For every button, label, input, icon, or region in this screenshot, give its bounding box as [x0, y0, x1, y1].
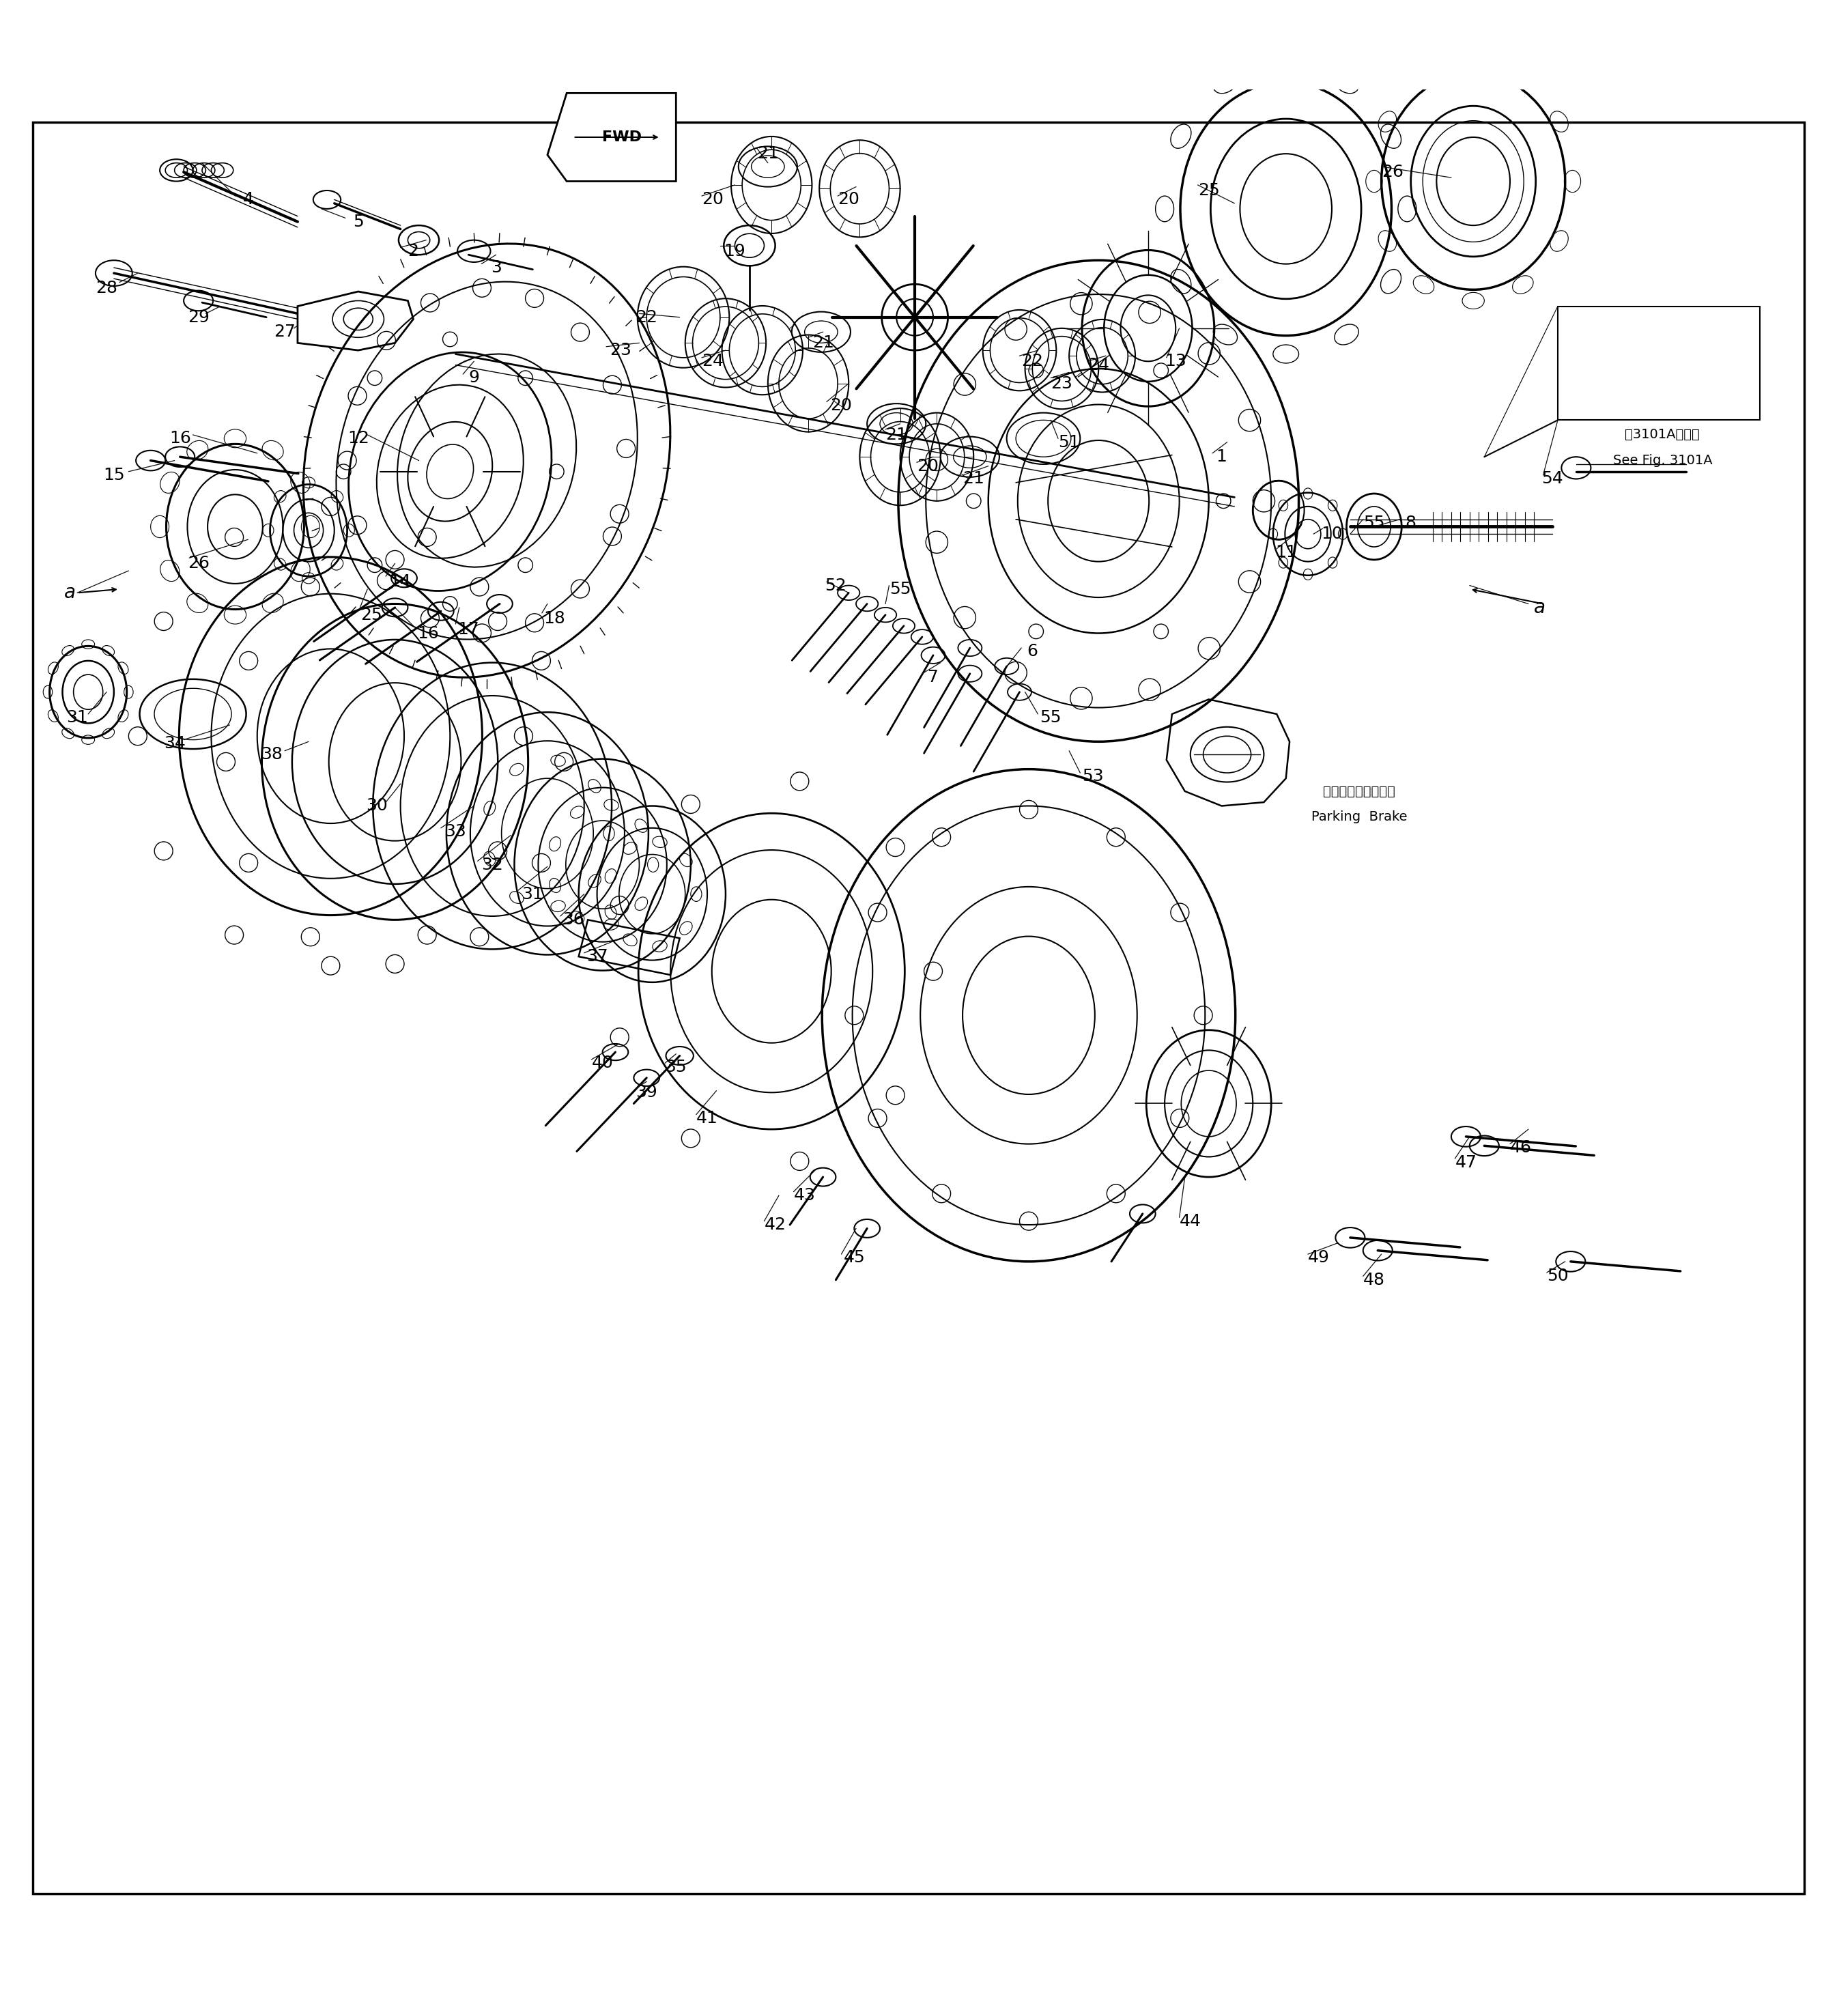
Text: 40: 40: [592, 1054, 614, 1070]
Text: 54: 54: [1541, 470, 1563, 488]
Text: 31: 31: [522, 885, 544, 903]
Text: 21: 21: [812, 335, 834, 351]
Text: 5: 5: [353, 214, 364, 230]
Text: 28: 28: [96, 280, 118, 296]
Text: 15: 15: [103, 468, 125, 484]
Text: 10: 10: [1321, 526, 1343, 542]
Text: 16: 16: [169, 429, 191, 448]
Text: Parking  Brake: Parking Brake: [1312, 810, 1407, 823]
Text: 32: 32: [481, 857, 503, 873]
Text: 35: 35: [665, 1058, 687, 1075]
Text: 38: 38: [261, 746, 283, 762]
Text: 11: 11: [1275, 544, 1297, 560]
Text: 36: 36: [562, 911, 584, 927]
Text: 9: 9: [468, 369, 479, 385]
Text: a: a: [1534, 599, 1545, 617]
Text: 20: 20: [702, 192, 724, 208]
Text: See Fig. 3101A: See Fig. 3101A: [1613, 454, 1712, 468]
Text: 29: 29: [187, 308, 209, 325]
Text: FWD: FWD: [603, 131, 641, 143]
Text: 22: 22: [636, 308, 658, 325]
Text: 25: 25: [360, 607, 382, 623]
Text: 48: 48: [1363, 1272, 1385, 1288]
Text: 20: 20: [838, 192, 860, 208]
Text: 19: 19: [724, 242, 746, 260]
Text: 37: 37: [586, 948, 608, 966]
Text: 42: 42: [764, 1216, 786, 1234]
Text: 53: 53: [1082, 768, 1104, 784]
Text: 1: 1: [1216, 450, 1227, 466]
Text: パーキングブレーキ: パーキングブレーキ: [1323, 784, 1396, 798]
Text: 50: 50: [1547, 1268, 1569, 1284]
Text: 26: 26: [187, 554, 209, 573]
Text: 33: 33: [445, 823, 467, 841]
Text: 8: 8: [1405, 514, 1416, 530]
Text: 55: 55: [1363, 514, 1385, 530]
Text: 45: 45: [843, 1250, 865, 1266]
Text: 46: 46: [1510, 1139, 1532, 1155]
Text: 23: 23: [610, 343, 632, 359]
Text: 12: 12: [347, 429, 369, 448]
Text: 27: 27: [274, 325, 296, 341]
Text: 4: 4: [242, 192, 254, 208]
Text: 24: 24: [1088, 357, 1110, 373]
Text: 7: 7: [928, 669, 939, 685]
Text: 18: 18: [544, 611, 566, 627]
Text: 24: 24: [702, 353, 724, 369]
Text: 21: 21: [757, 145, 779, 161]
Text: 55: 55: [1040, 710, 1062, 726]
Text: a: a: [64, 583, 75, 603]
Text: 41: 41: [696, 1111, 718, 1127]
Text: 30: 30: [366, 798, 388, 814]
Text: 25: 25: [1198, 181, 1220, 200]
Text: 22: 22: [1021, 353, 1043, 369]
Text: 20: 20: [917, 458, 939, 474]
Text: 23: 23: [1051, 375, 1073, 391]
Text: 21: 21: [963, 470, 985, 488]
Text: 21: 21: [885, 427, 907, 444]
Bar: [1558, 306, 1760, 419]
Text: 55: 55: [889, 581, 911, 597]
Polygon shape: [547, 93, 676, 181]
Text: 31: 31: [66, 710, 88, 726]
Polygon shape: [298, 292, 413, 351]
Text: 20: 20: [830, 397, 852, 413]
Text: 44: 44: [1179, 1214, 1201, 1230]
Text: 39: 39: [636, 1085, 658, 1101]
Text: 14: 14: [389, 575, 411, 591]
Text: 第3101A図参照: 第3101A図参照: [1626, 427, 1699, 442]
Text: 13: 13: [1165, 353, 1187, 369]
Text: 49: 49: [1308, 1250, 1330, 1266]
Text: 26: 26: [1381, 163, 1403, 179]
Text: 6: 6: [1027, 643, 1038, 659]
Text: 34: 34: [163, 736, 186, 752]
Text: 43: 43: [794, 1187, 816, 1204]
Text: 51: 51: [1058, 433, 1080, 450]
Text: 17: 17: [457, 621, 479, 637]
Text: 2: 2: [408, 242, 419, 260]
Text: 3: 3: [490, 260, 502, 276]
Text: 16: 16: [417, 625, 439, 641]
Text: 47: 47: [1455, 1153, 1477, 1171]
Text: 52: 52: [825, 577, 847, 593]
